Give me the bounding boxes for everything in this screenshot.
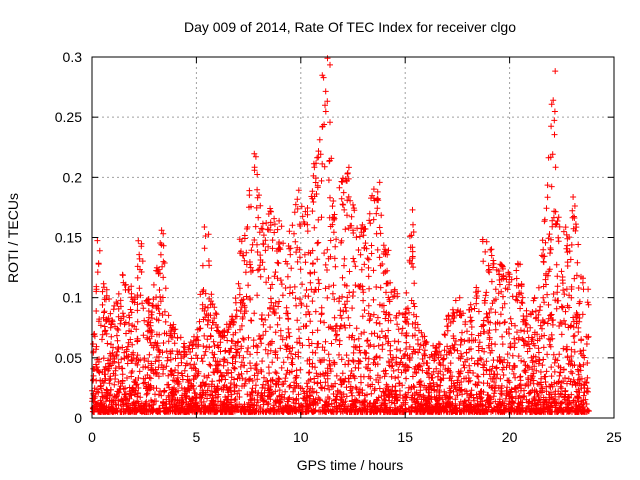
y-tick-label: 0.3 [63, 49, 83, 65]
y-tick-label: 0.15 [55, 230, 82, 246]
axis-ticks [91, 56, 615, 419]
y-tick-label: 0 [74, 410, 82, 426]
y-tick-label: 0.1 [63, 290, 83, 306]
y-axis-label: ROTI / TECUs [5, 193, 21, 283]
x-tick-label: 25 [606, 429, 622, 445]
x-tick-label: 5 [193, 429, 201, 445]
roti-series-points [89, 55, 592, 415]
x-tick-label: 10 [293, 429, 309, 445]
x-axis-label: GPS time / hours [297, 457, 404, 473]
x-tick-labels: 0 5 10 15 20 25 [88, 429, 622, 445]
x-tick-label: 20 [502, 429, 518, 445]
chart-title: Day 009 of 2014, Rate Of TEC Index for r… [184, 19, 516, 35]
y-tick-label: 0.2 [63, 169, 83, 185]
y-tick-labels: 0 0.05 0.1 0.15 0.2 0.25 0.3 [55, 49, 82, 426]
y-tick-label: 0.05 [55, 350, 82, 366]
y-tick-label: 0.25 [55, 109, 82, 125]
data-points [89, 55, 592, 415]
x-tick-label: 0 [88, 429, 96, 445]
x-tick-label: 15 [397, 429, 413, 445]
